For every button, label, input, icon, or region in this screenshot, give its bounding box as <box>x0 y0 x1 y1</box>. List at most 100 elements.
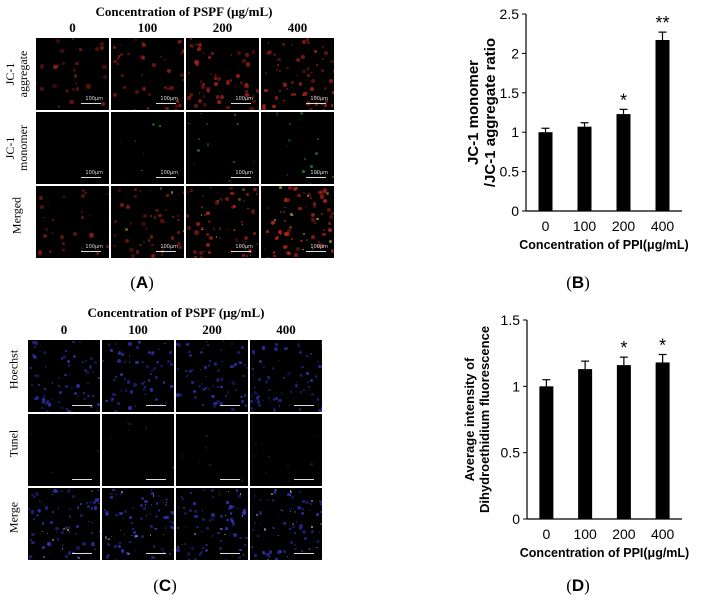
fluorescence-dot <box>150 215 152 218</box>
fluorescence-dot <box>173 384 174 389</box>
bar <box>616 365 631 519</box>
fluorescence-dot <box>91 531 93 534</box>
fluorescence-dot <box>233 362 237 366</box>
fluorescence-dot <box>216 386 219 388</box>
fluorescence-dot <box>155 397 159 401</box>
fluorescence-dot <box>120 390 123 392</box>
fluorescence-dot <box>80 246 84 250</box>
fluorescence-dot <box>277 513 280 516</box>
fluorescence-dot <box>206 122 208 125</box>
fluorescence-dot <box>226 518 229 522</box>
fluorescence-dot <box>190 43 195 48</box>
fluorescence-dot <box>165 497 168 501</box>
fluorescence-dot <box>151 63 156 68</box>
fluorescence-dot <box>170 191 174 194</box>
fluorescence-dot <box>42 395 46 398</box>
fluorescence-dot <box>242 59 246 64</box>
fluorescence-dot <box>127 553 130 556</box>
fluorescence-dot <box>289 123 292 126</box>
fluorescence-dot <box>28 507 30 510</box>
fluorescence-dot <box>163 515 167 520</box>
fluorescence-dot <box>77 395 80 398</box>
fluorescence-dot <box>264 472 267 475</box>
fluorescence-dot <box>310 212 316 217</box>
fluorescence-dot <box>150 524 154 529</box>
fluorescence-dot <box>243 543 246 546</box>
fluorescence-dot <box>165 503 167 506</box>
fluorescence-dot <box>98 376 100 380</box>
fluorescence-dot <box>139 243 142 247</box>
fluorescence-dot <box>192 390 196 394</box>
fluorescence-dot <box>252 160 255 162</box>
fluorescence-dot <box>38 195 44 200</box>
fluorescence-dot <box>264 88 268 93</box>
fluorescence-dot <box>329 230 331 232</box>
fluorescence-dot <box>211 513 215 517</box>
fluorescence-dot <box>110 437 112 439</box>
fluorescence-dot <box>62 248 65 251</box>
fluorescence-dot <box>144 226 148 230</box>
fluorescence-dot <box>185 374 189 377</box>
fluorescence-dot <box>90 507 94 510</box>
fluorescence-dot <box>214 82 218 86</box>
fluorescence-dot <box>220 401 224 406</box>
fluorescence-dot <box>124 389 127 392</box>
y-tick-label: 2 <box>511 45 519 61</box>
fluorescence-dot <box>187 226 191 230</box>
fluorescence-dot <box>103 75 107 79</box>
fluorescence-dot <box>290 237 293 240</box>
fluorescence-dot <box>302 94 305 96</box>
fluorescence-dot <box>218 197 223 202</box>
fluorescence-dot <box>39 500 41 503</box>
fluorescence-dot <box>307 381 309 383</box>
micrograph-tile: 100μm <box>36 186 109 258</box>
fluorescence-dot <box>256 514 258 516</box>
fluorescence-dot <box>33 517 36 520</box>
fluorescence-dot <box>230 342 234 346</box>
fluorescence-dot <box>321 244 325 247</box>
fluorescence-dot <box>154 527 157 531</box>
fluorescence-dot <box>128 405 132 410</box>
fluorescence-dot <box>199 553 202 556</box>
fluorescence-dot <box>303 92 307 96</box>
fluorescence-dot <box>60 48 65 53</box>
fluorescence-dot <box>220 349 222 351</box>
fluorescence-dot <box>87 394 90 398</box>
fluorescence-dot <box>298 491 300 493</box>
fluorescence-dot <box>264 72 267 75</box>
fluorescence-dot <box>275 397 278 400</box>
fluorescence-dot <box>86 84 91 89</box>
fluorescence-dot <box>154 375 159 380</box>
scale-bar <box>156 103 176 104</box>
panel-c-label: (C) <box>153 576 177 595</box>
fluorescence-dot <box>82 391 85 394</box>
fluorescence-dot <box>242 508 246 512</box>
fluorescence-dot <box>304 158 307 161</box>
fluorescence-dot <box>40 345 42 347</box>
fluorescence-dot <box>155 527 157 530</box>
fluorescence-dot <box>81 361 84 364</box>
fluorescence-dot <box>256 535 259 537</box>
fluorescence-dot <box>83 543 86 547</box>
fluorescence-dot <box>87 520 90 523</box>
micrograph-tile: 100μm <box>261 186 334 258</box>
row-label: Hoechst <box>6 349 21 390</box>
fluorescence-dot <box>192 250 197 254</box>
fluorescence-dot <box>286 229 291 234</box>
fluorescence-dot <box>60 235 64 239</box>
fluorescence-dot <box>206 243 211 248</box>
fluorescence-dot <box>229 505 233 509</box>
y-tick-label: 2.5 <box>500 6 520 22</box>
fluorescence-dot <box>203 103 208 108</box>
micrograph-tile: 100μm <box>111 38 184 110</box>
fluorescence-dot <box>119 53 123 57</box>
fluorescence-dot <box>199 80 203 84</box>
fluorescence-dot <box>120 202 125 208</box>
fluorescence-dot <box>309 165 313 168</box>
fluorescence-dot <box>253 231 257 235</box>
scale-bar <box>220 553 240 554</box>
scale-bar <box>146 479 166 480</box>
scale-bar <box>72 405 92 406</box>
fluorescence-dot <box>246 62 251 67</box>
fluorescence-dot <box>287 146 289 148</box>
